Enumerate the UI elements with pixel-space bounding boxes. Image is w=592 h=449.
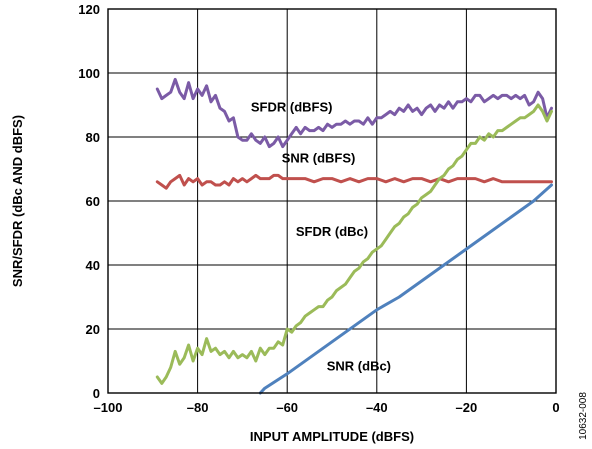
y-tick-label: 20 — [86, 322, 100, 337]
y-tick-label: 120 — [78, 2, 100, 17]
series-line-snr-dbfs — [155, 173, 553, 190]
series-labels: SFDR (dBFS) SNR (dBFS) SFDR (dBc) SNR (dBc) — [251, 99, 391, 373]
x-tick-label: –20 — [456, 400, 478, 415]
series-label-sfdr-dbfs: SFDR (dBFS) — [251, 99, 333, 114]
series-label-snr-dbfs: SNR (dBFS) — [282, 151, 356, 166]
y-tick-label: 0 — [93, 386, 100, 401]
series-lines — [155, 77, 553, 395]
x-tick-label: –60 — [276, 400, 298, 415]
series-line-sfdr-dbfs — [155, 77, 553, 149]
x-tick-label: –100 — [94, 400, 123, 415]
series-line-sfdr-dbc — [155, 103, 553, 385]
plot-frame — [107, 8, 557, 394]
y-tick-label: 100 — [78, 66, 100, 81]
x-tick-label: –40 — [366, 400, 388, 415]
series-label-snr-dbc: SNR (dBc) — [327, 359, 391, 374]
figure-id: 10632-008 — [578, 392, 589, 440]
x-axis-ticks: –100 –80 –60 –40 –20 0 — [94, 400, 560, 415]
y-tick-label: 60 — [86, 194, 100, 209]
x-tick-label: –80 — [187, 400, 209, 415]
y-axis-ticks: 0 20 40 60 80 100 120 — [78, 2, 100, 401]
series-label-sfdr-dbc: SFDR (dBc) — [296, 224, 368, 239]
series-line-snr-dbc — [258, 183, 553, 395]
x-axis-label: INPUT AMPLITUDE (dBFS) — [250, 429, 414, 444]
y-tick-label: 80 — [86, 130, 100, 145]
gridlines — [108, 9, 556, 393]
x-tick-label: 0 — [552, 400, 559, 415]
y-axis-label: SNR/SFDR (dBc AND dBFS) — [10, 115, 25, 287]
y-tick-label: 40 — [86, 258, 100, 273]
